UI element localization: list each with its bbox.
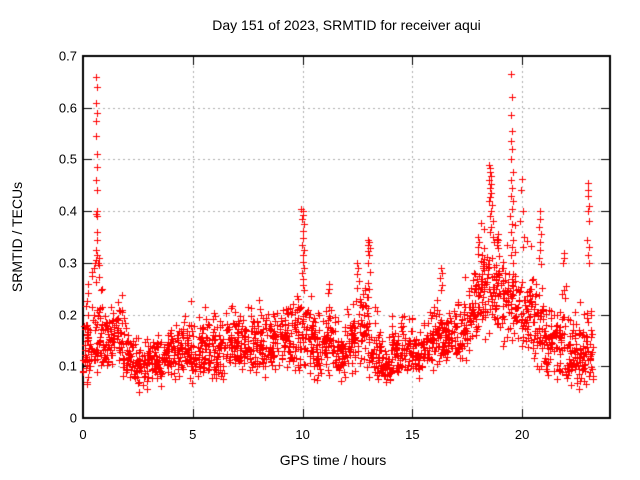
x-axis-label: GPS time / hours	[279, 452, 387, 468]
y-axis-label: SRMTID / TECUs	[9, 181, 25, 293]
x-tick-label: 0	[79, 427, 87, 442]
y-tick-label: 0.7	[58, 48, 77, 64]
y-tick-label: 0.3	[58, 255, 77, 271]
y-tick-label: 0	[69, 410, 77, 426]
x-tick-label: 5	[189, 427, 197, 442]
y-tick-label: 0.5	[58, 151, 77, 167]
y-tick-label: 0.6	[58, 100, 77, 116]
y-tick-label: 0.1	[58, 358, 77, 374]
x-tick-label: 20	[514, 427, 530, 442]
y-tick-label: 0.2	[58, 307, 77, 323]
x-tick-label: 10	[295, 427, 310, 442]
y-tick-label: 0.4	[58, 203, 77, 219]
chart-title: Day 151 of 2023, SRMTID for receiver aqu…	[212, 17, 481, 33]
x-tick-label: 15	[405, 427, 420, 442]
